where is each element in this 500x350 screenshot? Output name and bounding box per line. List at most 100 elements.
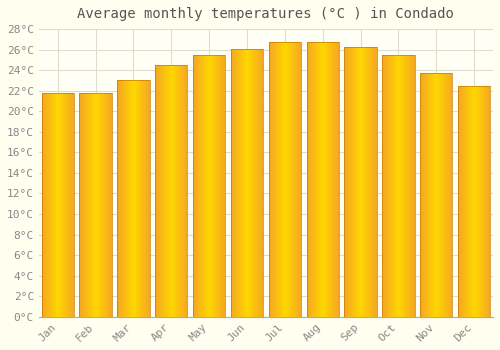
Bar: [464, 86, 465, 317]
Bar: [331, 42, 332, 317]
Bar: [435, 73, 436, 317]
Bar: [180, 65, 181, 317]
Bar: [142, 80, 143, 317]
Bar: [254, 49, 256, 317]
Bar: [98, 93, 99, 317]
Bar: [148, 80, 149, 317]
Bar: [278, 42, 279, 317]
Bar: [212, 55, 213, 317]
Bar: [162, 65, 163, 317]
Bar: [284, 42, 285, 317]
Bar: [346, 47, 347, 317]
Bar: [122, 80, 123, 317]
Bar: [450, 73, 451, 317]
Bar: [387, 55, 388, 317]
Bar: [244, 49, 245, 317]
Bar: [208, 55, 209, 317]
Bar: [161, 65, 162, 317]
Bar: [68, 93, 70, 317]
Bar: [487, 86, 488, 317]
Bar: [316, 42, 317, 317]
Bar: [46, 93, 47, 317]
Bar: [404, 55, 405, 317]
Bar: [428, 73, 429, 317]
Bar: [295, 42, 296, 317]
Bar: [72, 93, 73, 317]
Bar: [261, 49, 262, 317]
Bar: [260, 49, 261, 317]
Bar: [388, 55, 389, 317]
Bar: [126, 80, 127, 317]
Bar: [351, 47, 352, 317]
Bar: [80, 93, 81, 317]
Bar: [344, 47, 345, 317]
Bar: [71, 93, 72, 317]
Bar: [89, 93, 90, 317]
Bar: [270, 42, 272, 317]
Bar: [124, 80, 125, 317]
Bar: [317, 42, 318, 317]
Bar: [42, 93, 74, 317]
Bar: [143, 80, 144, 317]
Bar: [55, 93, 56, 317]
Bar: [125, 80, 126, 317]
Bar: [296, 42, 297, 317]
Bar: [252, 49, 253, 317]
Bar: [311, 42, 312, 317]
Bar: [429, 73, 430, 317]
Bar: [259, 49, 260, 317]
Bar: [293, 42, 294, 317]
Bar: [167, 65, 168, 317]
Bar: [87, 93, 88, 317]
Bar: [173, 65, 174, 317]
Bar: [58, 93, 59, 317]
Bar: [348, 47, 349, 317]
Bar: [300, 42, 301, 317]
Bar: [140, 80, 141, 317]
Bar: [217, 55, 218, 317]
Bar: [399, 55, 400, 317]
Bar: [437, 73, 438, 317]
Bar: [432, 73, 433, 317]
Bar: [329, 42, 330, 317]
Bar: [53, 93, 54, 317]
Bar: [206, 55, 207, 317]
Bar: [308, 42, 309, 317]
Bar: [396, 55, 397, 317]
Bar: [134, 80, 136, 317]
Bar: [363, 47, 364, 317]
Bar: [390, 55, 392, 317]
Bar: [382, 55, 383, 317]
Bar: [96, 93, 97, 317]
Bar: [313, 42, 314, 317]
Bar: [449, 73, 450, 317]
Bar: [288, 42, 290, 317]
Bar: [99, 93, 100, 317]
Bar: [438, 73, 439, 317]
Bar: [249, 49, 250, 317]
Bar: [371, 47, 372, 317]
Bar: [314, 42, 315, 317]
Bar: [347, 47, 348, 317]
Bar: [370, 47, 371, 317]
Bar: [394, 55, 395, 317]
Bar: [82, 93, 84, 317]
Bar: [84, 93, 86, 317]
Bar: [327, 42, 328, 317]
Bar: [193, 55, 194, 317]
Bar: [319, 42, 320, 317]
Bar: [337, 42, 338, 317]
Bar: [328, 42, 329, 317]
Bar: [282, 42, 283, 317]
Bar: [132, 80, 133, 317]
Bar: [45, 93, 46, 317]
Bar: [462, 86, 463, 317]
Bar: [136, 80, 138, 317]
Bar: [178, 65, 179, 317]
Bar: [231, 49, 232, 317]
Bar: [285, 42, 286, 317]
Bar: [245, 49, 246, 317]
Bar: [458, 86, 460, 317]
Bar: [201, 55, 202, 317]
Bar: [63, 93, 64, 317]
